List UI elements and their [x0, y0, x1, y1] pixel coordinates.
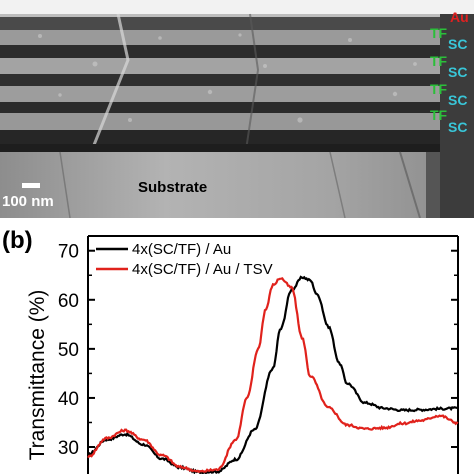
sc-layer	[0, 74, 440, 86]
legend-label-1: 4x(SC/TF) / Au	[132, 241, 231, 258]
layer-label-sc: SC	[448, 64, 467, 80]
layer-label-sc: SC	[448, 36, 467, 52]
scale-bar-label: 100 nm	[2, 193, 54, 210]
layer-label-tf: TF	[430, 81, 448, 97]
y-tick-label: 30	[58, 438, 79, 459]
substrate-region	[0, 144, 474, 218]
layer-label-tf: TF	[430, 53, 448, 69]
layer-label-tf: TF	[430, 107, 448, 123]
y-tick-label: 50	[58, 340, 79, 361]
y-tick-label: 70	[58, 242, 79, 263]
sc-layer	[0, 130, 440, 144]
au-layer	[0, 14, 440, 30]
series-line-1	[87, 275, 459, 474]
series-lines	[87, 275, 459, 474]
layer-label-tf: TF	[430, 25, 448, 41]
series-line-2	[87, 277, 459, 474]
legend: 4x(SC/TF) / Au 4x(SC/TF) / Au / TSV	[96, 241, 273, 278]
sc-layer	[0, 102, 440, 113]
tf-layer	[0, 113, 440, 130]
tf-layer	[0, 86, 440, 102]
y-axis-label: Transmittance (%)	[26, 290, 49, 461]
sc-layer	[0, 45, 440, 58]
tf-layer	[0, 30, 440, 45]
panel-label: (b)	[2, 227, 33, 254]
y-tick-label: 40	[58, 389, 79, 410]
tf-layer	[0, 58, 440, 74]
axes: 30 40 50 60 70	[58, 235, 459, 474]
legend-label-2: 4x(SC/TF) / Au / TSV	[132, 261, 273, 278]
layer-label-sc: SC	[448, 119, 467, 135]
y-tick-label: 60	[58, 291, 79, 312]
layer-label-sc: SC	[448, 92, 467, 108]
scale-bar	[22, 183, 40, 188]
layer-label-au: Au	[450, 9, 469, 25]
substrate-label: Substrate	[138, 179, 207, 196]
transmittance-chart: (b) Transmittance (%) 30 40 50 60 70 4x(SC/T…	[2, 227, 459, 474]
